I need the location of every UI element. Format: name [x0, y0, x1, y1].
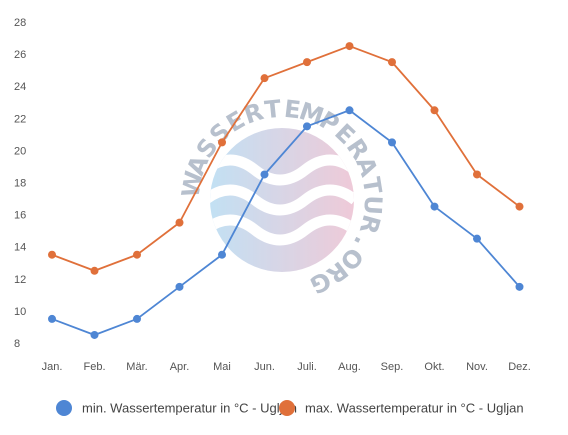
data-point-max[interactable]	[48, 250, 56, 259]
data-point-max[interactable]	[430, 106, 439, 115]
data-point-max[interactable]	[515, 202, 524, 211]
x-tick-label: Feb.	[83, 361, 105, 373]
data-point-max[interactable]	[473, 170, 481, 179]
legend: min. Wassertemperatur in °C - Ugljan max.…	[56, 400, 524, 416]
data-point-min[interactable]	[48, 314, 56, 323]
data-point-min[interactable]	[133, 314, 141, 323]
watermark-letter: U	[358, 195, 387, 216]
y-tick-label: 14	[14, 242, 26, 254]
data-point-min[interactable]	[345, 106, 354, 115]
x-tick-label: Apr.	[170, 361, 190, 373]
series-line-min	[51, 109, 521, 336]
series-line-max	[51, 45, 521, 272]
watermark-letter: R	[354, 212, 386, 237]
y-axis: 8 10 12 14 16 18 20 22 24 26 28	[14, 17, 26, 350]
data-point-min[interactable]	[303, 122, 311, 131]
data-point-min[interactable]	[515, 282, 524, 291]
watermark-letter: T	[357, 175, 387, 196]
y-tick-label: 8	[14, 338, 20, 350]
y-tick-label: 18	[14, 178, 26, 190]
x-tick-label: Juli.	[297, 361, 317, 373]
y-tick-label: 26	[14, 49, 26, 61]
data-point-max[interactable]	[345, 42, 354, 51]
data-point-min[interactable]	[260, 170, 269, 179]
x-tick-label: Aug.	[338, 361, 361, 373]
series-lines	[51, 45, 521, 336]
x-tick-label: Okt.	[424, 361, 444, 373]
watermark-waves	[210, 154, 354, 246]
y-tick-label: 12	[14, 274, 26, 286]
data-point-min[interactable]	[388, 138, 396, 147]
legend-marker	[56, 400, 72, 416]
y-tick-label: 28	[14, 17, 26, 29]
series-points	[48, 42, 524, 339]
data-point-max[interactable]	[175, 218, 184, 227]
legend-item[interactable]: max. Wassertemperatur in °C - Ugljan	[279, 400, 524, 416]
x-tick-label: Mär.	[126, 361, 147, 373]
legend-label: min. Wassertemperatur in °C - Ugljan	[82, 401, 297, 416]
data-point-min[interactable]	[175, 282, 184, 291]
data-point-max[interactable]	[260, 74, 269, 83]
watermark-circle	[210, 128, 354, 272]
watermark-letter: E	[283, 95, 303, 125]
data-point-min[interactable]	[430, 202, 439, 211]
y-tick-label: 20	[14, 145, 26, 157]
data-point-min[interactable]	[90, 330, 99, 339]
legend-item[interactable]: min. Wassertemperatur in °C - Ugljan	[56, 400, 297, 416]
legend-marker	[279, 400, 295, 416]
legend-label: max. Wassertemperatur in °C - Ugljan	[305, 401, 524, 416]
x-tick-label: Dez.	[508, 361, 531, 373]
x-tick-label: Jan.	[42, 361, 63, 373]
data-point-max[interactable]	[218, 138, 226, 147]
x-axis: Jan. Feb. Mär. Apr. Mai Jun. Juli. Aug. Sep. Okt.…	[42, 361, 531, 373]
y-tick-label: 24	[14, 81, 26, 93]
data-point-max[interactable]	[90, 266, 99, 275]
x-tick-label: Mai	[213, 361, 231, 373]
x-tick-label: Nov.	[466, 361, 488, 373]
data-point-min[interactable]	[473, 234, 481, 243]
y-tick-label: 22	[14, 113, 26, 125]
watermark-letter: T	[263, 95, 283, 125]
data-point-min[interactable]	[218, 250, 226, 259]
x-tick-label: Jun.	[254, 361, 275, 373]
x-tick-label: Sep.	[381, 361, 404, 373]
data-point-max[interactable]	[133, 250, 141, 259]
y-tick-label: 10	[14, 306, 26, 318]
data-point-max[interactable]	[303, 58, 311, 67]
watermark-letter: W	[176, 169, 208, 200]
y-tick-label: 16	[14, 210, 26, 222]
data-point-max[interactable]	[388, 58, 396, 67]
